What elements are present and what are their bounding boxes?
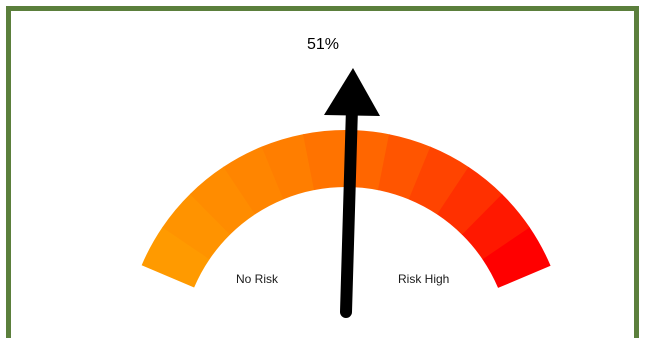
gauge-max-label: Risk High [398, 272, 450, 286]
gauge-value-label: 51% [306, 36, 340, 53]
gauge-min-label: No Risk [236, 272, 279, 286]
gauge-segment-2 [162, 193, 231, 260]
gauge-arc [141, 130, 551, 288]
gauge-segment-9 [408, 146, 470, 215]
gauge-needle [324, 68, 380, 318]
gauge-segment-12 [482, 227, 551, 288]
gauge-segment-3 [189, 166, 256, 235]
needle-arrowhead [324, 68, 380, 116]
gauge-segment-8 [377, 134, 431, 200]
gauge-segment-10 [437, 166, 503, 235]
needle-shaft [340, 102, 358, 318]
gauge-segment-5 [261, 134, 315, 200]
gauge-segment-11 [461, 194, 531, 260]
gauge-segment-6 [303, 130, 347, 191]
gauge-segment-1 [141, 226, 210, 288]
